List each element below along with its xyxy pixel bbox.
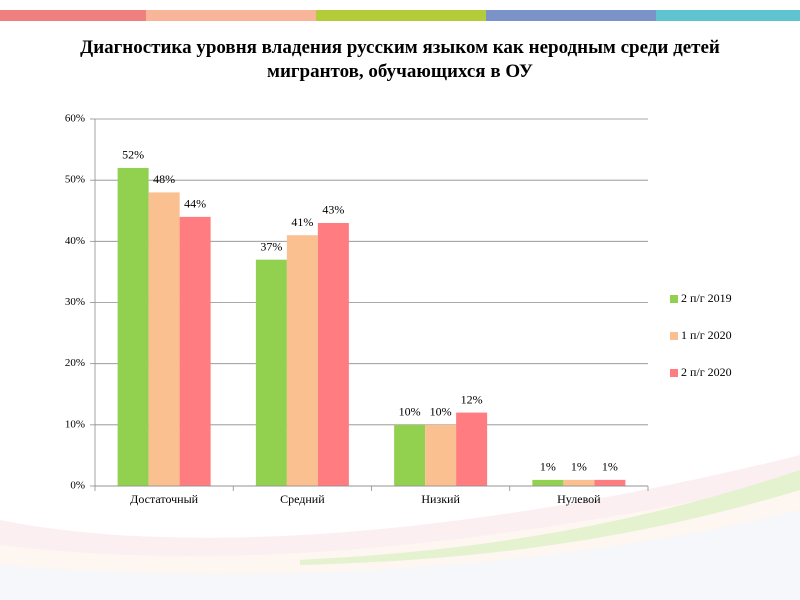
bar [563, 479, 595, 486]
bar [425, 424, 457, 486]
value-label: 1% [602, 460, 618, 474]
x-tick-label: Нулевой [557, 492, 601, 506]
value-label: 44% [184, 197, 206, 211]
legend-label: 2 п/г 2019 [681, 291, 732, 305]
bar [148, 192, 180, 486]
value-label: 43% [322, 203, 344, 217]
chart-title: Диагностика уровня владения русским язык… [80, 37, 720, 82]
bar [317, 222, 349, 486]
y-tick-label: 60% [65, 113, 85, 125]
x-tick-label: Низкий [421, 492, 460, 506]
bar [456, 412, 488, 486]
bar [179, 216, 211, 486]
x-tick-label: Средний [280, 492, 325, 506]
bar [286, 235, 318, 486]
top-stripe [0, 10, 800, 21]
y-tick-label: 0% [70, 480, 85, 492]
value-label: 10% [399, 405, 421, 419]
value-label: 41% [291, 215, 313, 229]
bar [255, 259, 287, 486]
bar [394, 424, 426, 486]
legend-label: 2 п/г 2020 [681, 365, 732, 379]
value-label: 48% [153, 172, 175, 186]
legend-swatch [670, 332, 678, 340]
y-tick-label: 10% [65, 418, 85, 430]
bar [532, 479, 564, 486]
value-label: 12% [461, 392, 483, 406]
y-tick-label: 50% [65, 174, 85, 186]
legend-swatch [670, 295, 678, 303]
legend-label: 1 п/г 2020 [681, 328, 732, 342]
bar [594, 479, 626, 486]
legend-swatch [670, 369, 678, 377]
value-label: 37% [260, 239, 282, 253]
y-tick-label: 30% [65, 296, 85, 308]
value-label: 1% [571, 460, 587, 474]
x-tick-label: Достаточный [130, 492, 199, 506]
value-label: 1% [540, 460, 556, 474]
y-tick-label: 40% [65, 235, 85, 247]
y-tick-label: 20% [65, 357, 85, 369]
value-label: 52% [122, 148, 144, 162]
bottom-decoration [0, 455, 800, 600]
bar [117, 167, 149, 486]
value-label: 10% [430, 405, 452, 419]
